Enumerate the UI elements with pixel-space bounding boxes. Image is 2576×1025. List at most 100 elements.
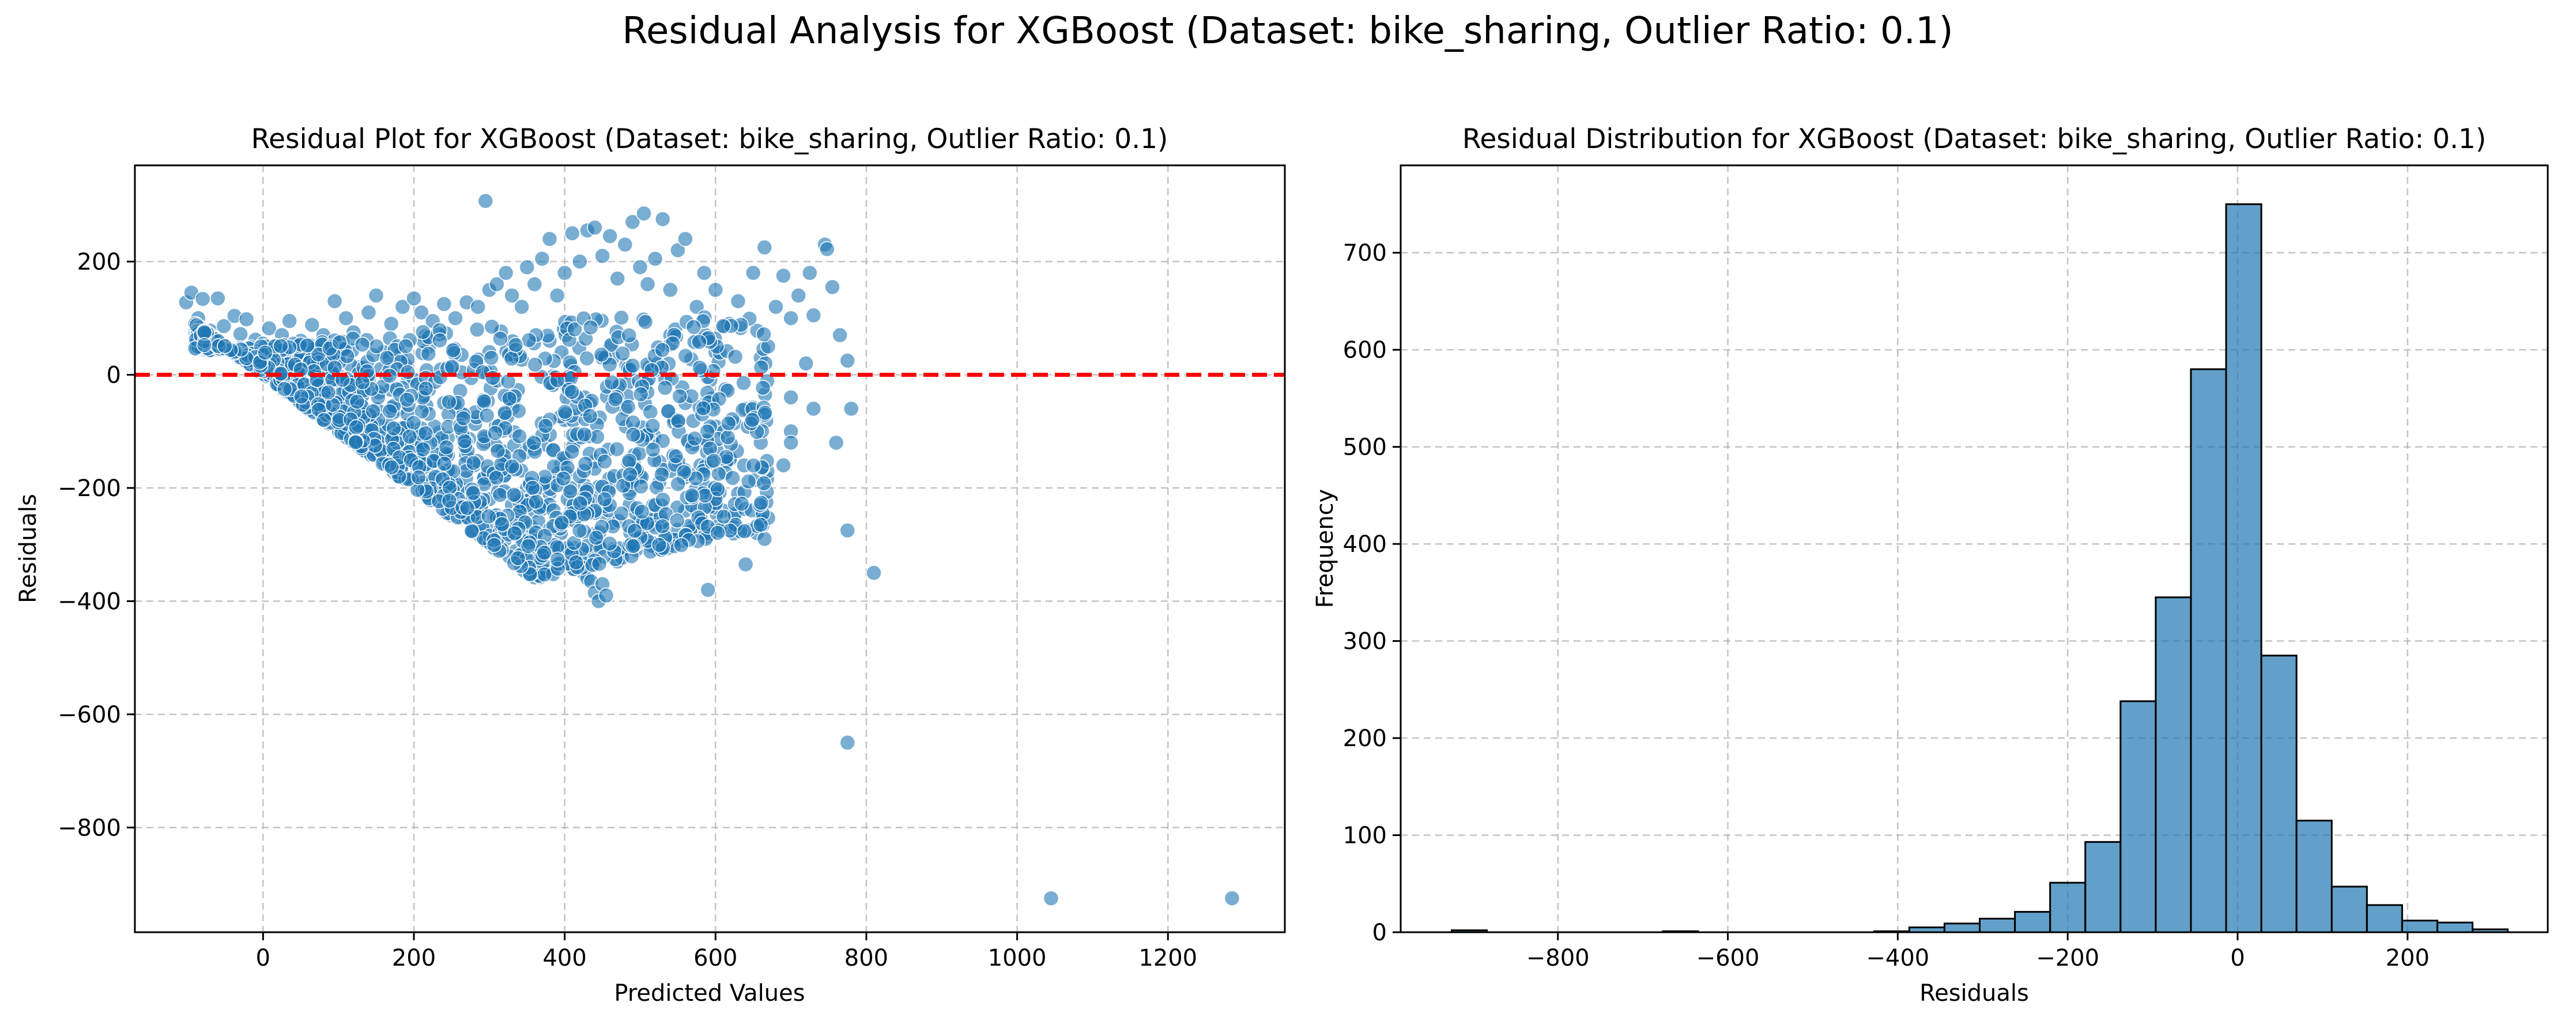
scatter-y-tick-label: 0 — [107, 362, 121, 388]
scatter-point — [645, 441, 661, 458]
scatter-point — [677, 347, 694, 364]
histogram-bar — [1943, 922, 1981, 933]
scatter-point — [597, 491, 613, 508]
scatter-point — [534, 251, 550, 267]
scatter-point — [477, 193, 494, 209]
histogram-y-ticks: 0 100 200 300 400 500 600 700 — [1343, 240, 1401, 946]
scatter-point — [386, 420, 402, 437]
scatter-point — [757, 404, 773, 421]
scatter-point — [654, 342, 670, 358]
scatter-grid — [135, 165, 1285, 932]
scatter-point — [444, 358, 461, 375]
scatter-point — [514, 298, 530, 315]
scatter-point — [478, 407, 495, 423]
scatter-point — [562, 483, 578, 500]
scatter-point — [654, 466, 670, 483]
scatter-point — [436, 296, 452, 312]
scatter-x-tick-label: 1000 — [988, 945, 1047, 971]
scatter-y-tick-label: −600 — [58, 702, 121, 728]
scatter-point — [839, 735, 855, 751]
scatter-point — [470, 298, 486, 315]
scatter-point — [526, 276, 543, 293]
scatter-point — [379, 350, 395, 366]
scatter-x-axis-label: Predicted Values — [614, 980, 805, 1007]
histogram-title: Residual Distribution for XGBoost (Datas… — [1462, 123, 2486, 155]
histogram-bars — [1450, 203, 2509, 933]
scatter-point — [485, 370, 501, 386]
scatter-point — [587, 220, 603, 236]
histogram-y-tick-label: 200 — [1343, 725, 1387, 752]
scatter-point — [383, 316, 399, 332]
scatter-point — [625, 538, 641, 554]
scatter-point — [617, 236, 633, 253]
scatter-point — [511, 403, 527, 419]
scatter-point — [756, 475, 772, 491]
histogram-bar — [2225, 203, 2262, 933]
scatter-point — [492, 330, 508, 347]
scatter-point — [520, 538, 537, 554]
histogram-y-tick-label: 0 — [1372, 920, 1387, 946]
scatter-point — [839, 522, 855, 539]
scatter-title: Residual Plot for XGBoost (Dataset: bike… — [251, 123, 1168, 155]
scatter-point — [692, 360, 708, 376]
scatter-point — [607, 391, 624, 407]
scatter-point — [394, 298, 411, 315]
scatter-point — [489, 442, 506, 459]
histogram-panel: Residual Distribution for XGBoost (Datas… — [1312, 123, 2549, 1007]
scatter-point — [541, 230, 558, 247]
scatter-point — [405, 415, 422, 431]
scatter-point — [613, 309, 629, 326]
scatter-point — [805, 400, 822, 417]
scatter-point — [326, 293, 343, 309]
scatter-point — [572, 254, 588, 270]
scatter-point — [194, 291, 211, 307]
scatter-point — [349, 394, 365, 410]
scatter-point — [293, 388, 310, 404]
histogram-plot-frame — [1400, 164, 2549, 933]
scatter-point — [715, 318, 731, 334]
scatter-point — [613, 505, 629, 521]
scatter-point — [506, 486, 522, 503]
scatter-point — [737, 556, 754, 573]
scatter-point — [481, 508, 497, 525]
scatter-point — [510, 550, 526, 566]
scatter-plot-frame — [134, 164, 1286, 933]
scatter-point — [492, 487, 508, 503]
scatter-point — [805, 307, 822, 324]
scatter-point — [614, 345, 631, 362]
scatter-point — [576, 426, 593, 442]
histogram-y-tick-label: 500 — [1343, 434, 1387, 461]
scatter-point — [601, 535, 618, 552]
scatter-point — [866, 565, 882, 581]
scatter-point — [609, 441, 625, 457]
histogram-bar — [2084, 841, 2122, 933]
scatter-y-tick-label: −400 — [58, 588, 121, 615]
histogram-y-tick-label: 400 — [1343, 531, 1387, 558]
scatter-point — [672, 388, 688, 404]
histogram-x-ticks: −800 −600 −400 −200 0 200 — [1526, 932, 2430, 971]
scatter-point — [489, 276, 505, 293]
scatter-point — [753, 359, 770, 376]
scatter-point — [1224, 890, 1240, 906]
scatter-point — [745, 264, 761, 281]
scatter-point — [644, 418, 661, 434]
scatter-point — [553, 515, 570, 531]
scatter-point — [721, 415, 737, 432]
histogram-bar — [2295, 819, 2333, 933]
scatter-point — [360, 304, 377, 321]
scatter-point — [232, 326, 248, 342]
scatter-point — [696, 264, 712, 281]
scatter-point — [594, 248, 610, 264]
scatter-point — [627, 523, 643, 539]
scatter-point — [348, 434, 364, 451]
scatter-point — [564, 384, 580, 400]
scatter-point — [354, 336, 371, 353]
scatter-point — [624, 357, 641, 374]
scatter-point — [828, 434, 844, 451]
scatter-point — [217, 338, 233, 354]
histogram-bar — [2155, 596, 2192, 933]
scatter-y-tick-label: −800 — [58, 815, 121, 841]
scatter-point — [699, 423, 715, 440]
scatter-point — [415, 441, 431, 457]
histogram-y-tick-label: 600 — [1343, 337, 1387, 364]
